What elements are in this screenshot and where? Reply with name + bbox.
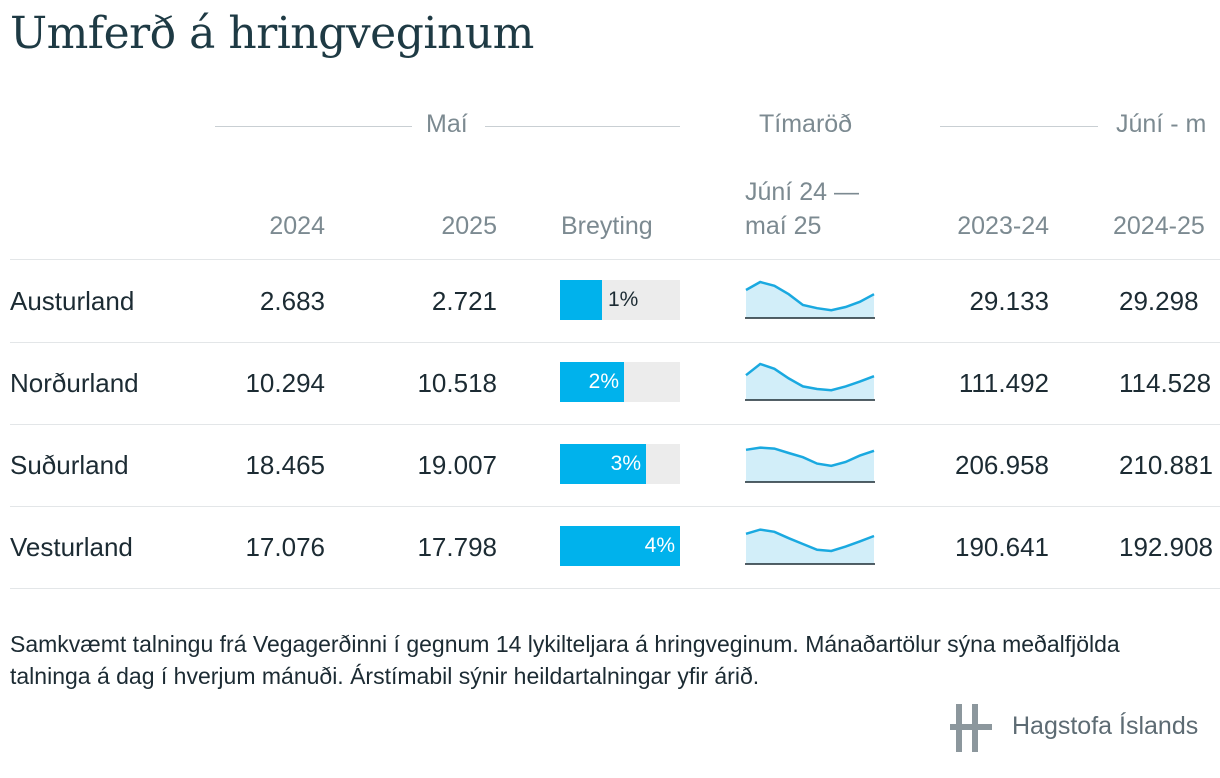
sparkline-line bbox=[745, 446, 875, 468]
group-header-series: Tímaröð bbox=[745, 110, 875, 142]
group-header-period: Júní - m bbox=[940, 110, 1220, 142]
sparkline-line bbox=[745, 528, 875, 553]
row-separator bbox=[10, 342, 1220, 343]
sparkline bbox=[745, 362, 875, 401]
sparkline-area bbox=[746, 364, 874, 400]
region-label: Suðurland bbox=[10, 450, 129, 480]
value-2024-25: 210.881 bbox=[1119, 450, 1213, 480]
col-header-series: Júní 24 — maí 25 bbox=[745, 175, 859, 243]
value-may-2024: 18.465 bbox=[245, 450, 325, 480]
table-row: Vesturland 17.076 17.798 190.641 192.908 4% bbox=[0, 506, 1220, 588]
sparkline bbox=[745, 280, 875, 319]
change-bar-track: 2% bbox=[560, 362, 680, 402]
group-label-period: Júní - m bbox=[1116, 110, 1207, 138]
col-header-2025: 2025 bbox=[441, 212, 497, 240]
region-label: Vesturland bbox=[10, 532, 133, 562]
change-label: 1% bbox=[608, 288, 639, 311]
chart-title: Umferð á hringveginum bbox=[10, 8, 534, 59]
sparkline-line bbox=[745, 362, 875, 392]
value-2023-24: 206.958 bbox=[955, 450, 1049, 480]
col-header-2024-25: 2024-25 bbox=[1113, 212, 1205, 240]
traffic-table: Maí Tímaröð Júní - m 2024 2025 Breyting … bbox=[0, 110, 1220, 589]
change-label: 3% bbox=[610, 452, 641, 475]
group-label-may: Maí bbox=[426, 110, 468, 138]
hagstofa-logo-icon bbox=[950, 704, 992, 752]
value-may-2024: 2.683 bbox=[259, 286, 325, 316]
brand-logo: Hagstofa Íslands bbox=[950, 700, 1198, 756]
value-may-2025: 17.798 bbox=[417, 532, 497, 562]
sparkline-line bbox=[745, 280, 875, 312]
value-may-2024: 10.294 bbox=[245, 368, 325, 398]
group-label-series: Tímaröð bbox=[759, 110, 853, 138]
brand-name: Hagstofa Íslands bbox=[1012, 712, 1199, 740]
value-2023-24: 29.133 bbox=[969, 286, 1049, 316]
col-header-2023-24: 2023-24 bbox=[957, 212, 1049, 240]
col-header-series-line2: maí 25 bbox=[745, 212, 822, 240]
header-separator bbox=[10, 259, 1220, 260]
sparkline bbox=[745, 528, 875, 565]
sparkline-area bbox=[746, 529, 874, 564]
sparkline-area bbox=[746, 447, 874, 482]
value-may-2025: 2.721 bbox=[431, 286, 497, 316]
change-bar bbox=[560, 362, 624, 402]
col-header-series-line1: Júní 24 — bbox=[745, 178, 859, 206]
value-2024-25: 29.298 bbox=[1119, 286, 1199, 316]
value-may-2025: 10.518 bbox=[417, 368, 497, 398]
region-label: Norðurland bbox=[10, 368, 139, 398]
change-label: 2% bbox=[588, 370, 619, 393]
change-bar-track: 1% bbox=[560, 280, 680, 320]
region-label: Austurland bbox=[10, 286, 135, 316]
col-header-change: Breyting bbox=[561, 212, 653, 240]
change-label: 4% bbox=[644, 534, 675, 557]
value-may-2025: 19.007 bbox=[417, 450, 497, 480]
change-bar bbox=[560, 526, 680, 566]
change-bar-track: 3% bbox=[560, 444, 680, 484]
col-header-2024: 2024 bbox=[269, 212, 325, 240]
footnote: Samkvæmt talningu frá Vegagerðinni í geg… bbox=[10, 631, 1120, 689]
table-row: Norðurland 10.294 10.518 111.492 114.528 2% bbox=[0, 342, 1220, 424]
value-2023-24: 111.492 bbox=[958, 368, 1049, 398]
value-2024-25: 192.908 bbox=[1119, 532, 1213, 562]
sparkline bbox=[745, 446, 875, 483]
row-separator bbox=[10, 506, 1220, 507]
value-2024-25: 114.528 bbox=[1119, 368, 1212, 398]
table-row: Suðurland 18.465 19.007 206.958 210.881 3% bbox=[0, 424, 1220, 506]
change-bar bbox=[560, 280, 602, 320]
row-separator bbox=[10, 424, 1220, 425]
table-row: Austurland 2.683 2.721 29.133 29.298 1% bbox=[0, 260, 1220, 342]
value-may-2024: 17.076 bbox=[245, 532, 325, 562]
value-2023-24: 190.641 bbox=[955, 532, 1049, 562]
sparkline-area bbox=[746, 282, 874, 318]
group-header-may: Maí bbox=[215, 110, 680, 142]
row-separator bbox=[10, 588, 1220, 589]
change-bar-track: 4% bbox=[560, 526, 680, 566]
change-bar bbox=[560, 444, 646, 484]
